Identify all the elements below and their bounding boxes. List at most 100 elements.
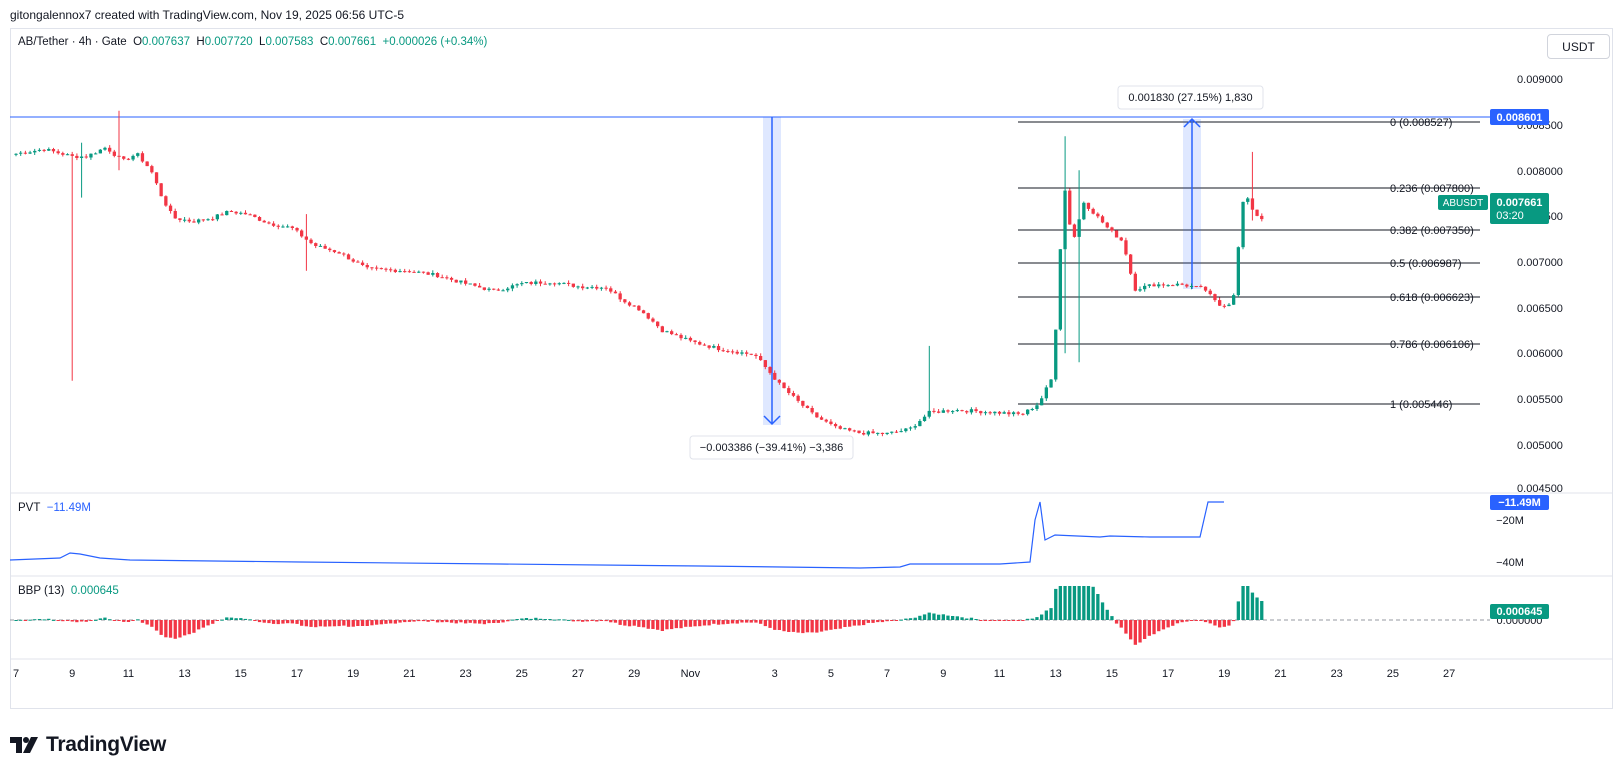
bbp-bar [403,620,407,623]
candle-body [716,346,721,351]
bbp-bar [487,620,491,624]
bbp-bar [693,620,697,627]
bbp-bar [454,620,458,624]
fib-retracement[interactable]: 0 (0.008527) 0.236 (0.007800) 0.382 (0.0… [1018,117,1480,411]
bbp-bar [1218,620,1222,628]
symbol-title[interactable]: AB/Tether · 4h · Gate [18,36,127,48]
bbp-bar [656,620,660,630]
bbp-bar [1203,620,1208,623]
pvt-name[interactable]: PVT [18,502,41,514]
candle-body [585,287,589,289]
bbp-bar [988,620,992,621]
candle-body [440,277,444,279]
bbp-bar [117,620,121,621]
candle-body [529,282,533,284]
candle-body [117,155,121,157]
bbp-bar [262,620,266,623]
candle-body [323,245,327,249]
candle-body [983,412,988,414]
candle-body [824,419,828,422]
bbp-bar [904,618,908,620]
candle-body [946,410,950,412]
horizontal-line-price-tag [1490,109,1549,125]
candle-body [885,432,889,434]
currency-button[interactable]: USDT [1547,34,1610,59]
candle-body [1105,222,1109,228]
candle-body [876,432,880,434]
bbp-bar [23,620,27,621]
candle-body [51,149,56,152]
horizontal-line-price-text: 0.008601 [1497,112,1543,124]
candle-body [173,211,177,219]
candle-body [651,318,655,322]
time-tick: 17 [291,668,303,680]
candle-body [1227,304,1231,307]
candle-body [1063,190,1067,250]
bbp-bar [243,618,248,620]
bbp-bar [684,620,688,627]
bbp-bar [759,620,763,624]
candle-body [754,354,758,356]
attribution-text: gitongalennox7 created with TradingView.… [10,8,405,22]
candle-body [670,331,674,335]
candle-body [955,410,959,412]
candle-body [379,268,383,270]
bbp-bar [829,620,833,630]
bbp-bar [220,619,224,621]
candle-body [328,248,332,251]
bbp-bar [440,620,444,623]
measure-tool-up[interactable]: 0.001830 (27.15%) 1,830 [1117,85,1264,289]
candle-body [140,153,145,162]
time-axis[interactable]: 7 9 11 13 15 17 19 21 23 25 27 29 Nov 3 5 7 9 11 13 15 17 19 2… [13,668,1455,680]
bbp-bar [234,618,238,620]
candle-body [1161,284,1166,286]
candle-body [815,412,819,418]
candle-body [1044,387,1048,399]
change-value: +0.000026 (+0.34%) [382,36,488,48]
bbp-bar [557,619,561,621]
candle-body [407,271,412,273]
candle-body [468,283,472,285]
bbp-bar [857,620,861,626]
candle-body [1119,237,1123,241]
bbp-bar [370,620,374,626]
measure-arrow-head [1183,117,1201,128]
candle-body [1143,285,1147,290]
candle-body [136,153,140,156]
bbp-bar [670,620,674,630]
tradingview-logo[interactable]: TradingView [10,733,166,757]
bbp-bar [599,620,604,621]
bbp-bar [267,620,271,624]
candle-body [286,226,290,228]
candle-body [257,217,262,221]
bbp-bar [281,620,285,624]
candle-body [276,225,280,227]
candle-body [89,153,93,158]
bbp-bar [890,620,894,621]
bbp-bar [763,620,767,627]
bbp-name[interactable]: BBP (13) [18,585,65,597]
candle-body [281,226,285,228]
bbp-bar [941,614,945,620]
bbp-bar [627,620,632,627]
measure-tool-down[interactable]: −0.003386 (−39.41%) −3,386 [689,117,854,460]
price-axis[interactable]: 0.009000 0.008500 0.008000 0.007500 0.00… [1517,74,1563,495]
candle-body [1072,224,1077,237]
bbp-bar [332,620,337,627]
bbp-bar [84,620,88,622]
candle-body [674,334,678,336]
bbp-bar [880,620,885,623]
candle-body [384,268,388,270]
bbp-bar [14,620,18,621]
bbp-bar [833,620,838,630]
candle-body [768,367,772,373]
bbp-bar [993,620,997,621]
bbp-bar [145,620,149,625]
time-tick: 29 [628,668,640,680]
bbp-bar [524,618,529,620]
candle-body [112,151,116,156]
bbp-bar [501,620,505,623]
bbp-bar [56,620,60,621]
bbp-bar [562,619,566,621]
